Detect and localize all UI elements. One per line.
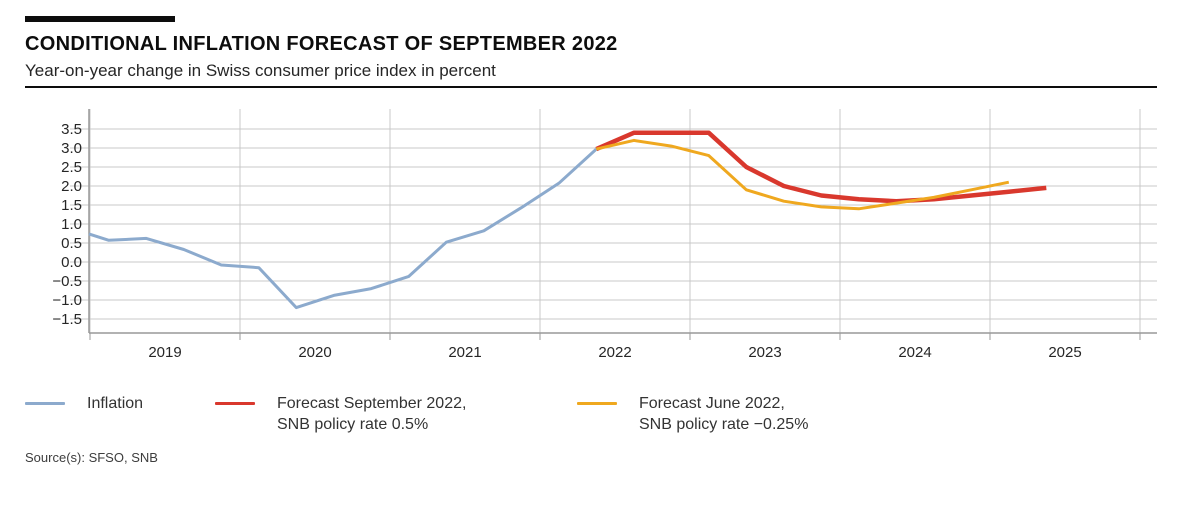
chart-legend: Inflation Forecast September 2022, SNB p… [0, 393, 1185, 445]
legend-label-inflation: Inflation [87, 393, 143, 414]
y-tick-label: −1.0 [52, 292, 82, 309]
header-divider [25, 86, 1157, 88]
y-tick-label: 1.5 [61, 197, 82, 214]
legend-text-line: Inflation [87, 395, 144, 412]
legend-text-line: Forecast June 2022, [639, 395, 785, 412]
x-tick-label: 2024 [898, 344, 931, 361]
legend-item-forecast-september: Forecast September 2022, SNB policy rate… [215, 393, 466, 435]
x-tick-label: 2021 [448, 344, 481, 361]
y-tick-label: 3.0 [61, 140, 82, 157]
x-tick-label: 2023 [748, 344, 781, 361]
legend-item-forecast-june: Forecast June 2022, SNB policy rate −0.2… [577, 393, 808, 435]
y-tick-label: 2.5 [61, 159, 82, 176]
y-tick-label: 1.0 [61, 216, 82, 233]
y-tick-label: −1.5 [52, 311, 82, 328]
y-tick-label: 2.0 [61, 178, 82, 195]
source-note: Source(s): SFSO, SNB [25, 450, 158, 465]
chart-line-forecast_jun [595, 138, 1010, 211]
legend-item-inflation: Inflation [25, 393, 143, 414]
x-tick-label: 2020 [298, 344, 331, 361]
legend-text-line: Forecast September 2022, [277, 395, 467, 412]
header-accent-bar [25, 16, 175, 22]
legend-text-line: SNB policy rate 0.5% [277, 416, 429, 433]
legend-swatch-inflation [25, 402, 65, 405]
page-title: CONDITIONAL INFLATION FORECAST OF SEPTEM… [25, 33, 618, 55]
page-subtitle: Year-on-year change in Swiss consumer pr… [25, 61, 496, 80]
x-tick-label: 2025 [1048, 344, 1081, 361]
x-tick-label: 2019 [148, 344, 181, 361]
y-tick-label: −0.5 [52, 273, 82, 290]
legend-label-forecast-june: Forecast June 2022, SNB policy rate −0.2… [639, 393, 808, 435]
legend-swatch-forecast-september [215, 402, 255, 405]
legend-label-forecast-september: Forecast September 2022, SNB policy rate… [277, 393, 466, 435]
legend-swatch-forecast-june [577, 402, 617, 405]
y-tick-label: 0.5 [61, 235, 82, 252]
y-tick-label: 0.0 [61, 254, 82, 271]
chart-line-forecast_sep [595, 130, 1047, 204]
legend-text-line: SNB policy rate −0.25% [639, 416, 809, 433]
chart-line-inflation [88, 147, 598, 310]
y-tick-label: 3.5 [61, 121, 82, 138]
x-tick-label: 2022 [598, 344, 631, 361]
